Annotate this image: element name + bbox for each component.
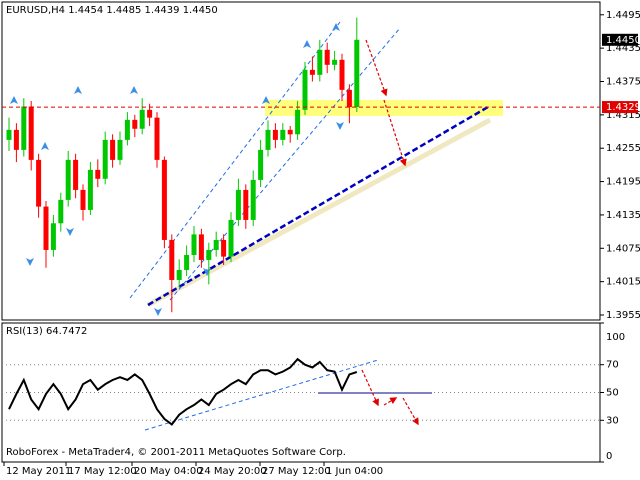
candle-body (36, 159, 42, 207)
trend-line (147, 105, 489, 307)
candle-body (124, 119, 130, 140)
candle-body (176, 269, 182, 280)
candle-body (102, 139, 108, 179)
candle-body (339, 59, 345, 90)
candle-body (332, 59, 338, 65)
candle-body (272, 129, 278, 140)
y-tick-label: 1.4195 (606, 177, 640, 188)
candle-body (295, 109, 301, 135)
chart-title: EURUSD,H4 1.4454 1.4485 1.4439 1.4450 (6, 5, 218, 16)
price-panel (1, 1, 601, 321)
y-tick-label: 1.4255 (606, 143, 640, 154)
candle-body (309, 69, 315, 75)
candle-body (169, 239, 175, 280)
x-tick-label: 17 May 12:00 (68, 466, 137, 477)
trend-shadow (146, 117, 492, 308)
candle-body (287, 129, 293, 135)
price-label: 1.4450 (606, 35, 640, 46)
candle-body (87, 169, 93, 210)
y-tick-label: 1.4075 (606, 243, 640, 254)
price-box (602, 33, 638, 46)
x-tick-label: 27 May 12:00 (262, 466, 331, 477)
support-zone (265, 100, 503, 116)
forecast-arrow (383, 397, 398, 406)
footer: RoboForex - MetaTrader4, © 2001-2011 Met… (6, 447, 346, 458)
candle-body (213, 239, 219, 250)
y-tick-label: 1.4375 (606, 77, 640, 88)
candle-body (43, 206, 49, 250)
candle-body (21, 106, 27, 150)
candle-body (317, 49, 323, 75)
forecast-arrow (361, 369, 379, 407)
fractal-markers (10, 23, 344, 316)
candle-body (198, 234, 204, 260)
candle-body (258, 149, 264, 180)
rsi-title: RSI(13) 64.7472 (6, 326, 87, 337)
rsi-trend-line (144, 359, 379, 431)
y-tick-label: 1.4015 (606, 277, 640, 288)
y-tick-label: 1.4435 (606, 43, 640, 54)
candle-body (302, 69, 308, 110)
candle-body (250, 179, 256, 220)
candle-body (265, 129, 271, 150)
candle-body (346, 89, 352, 108)
candle-body (324, 49, 330, 65)
y-tick-label: 1.4135 (606, 210, 640, 221)
level-label: 1.4329 (606, 102, 640, 113)
y-tick-label: 30 (606, 415, 619, 426)
candle-body (235, 189, 241, 220)
x-tick-label: 24 May 20:00 (198, 466, 267, 477)
candle-body (6, 129, 12, 140)
candle-body (132, 119, 138, 129)
y-tick-label: 1.4315 (606, 110, 640, 121)
candle-body (117, 139, 123, 160)
y-tick-label: 100 (606, 332, 625, 343)
y-tick-label: 70 (606, 360, 619, 371)
candle-body (354, 39, 360, 108)
candle-body (58, 199, 64, 224)
candle-body (191, 234, 197, 255)
candle-body (221, 239, 227, 257)
candle-body (228, 219, 234, 257)
forecast-arrow (383, 99, 407, 167)
x-tick-label: 1 Jun 04:00 (326, 466, 383, 477)
candle-body (139, 109, 145, 129)
y-tick-label: 0 (606, 451, 612, 462)
candle-body (13, 129, 19, 150)
candle-body (280, 129, 286, 140)
candle-body (184, 254, 190, 270)
x-tick-label: 12 May 2011 (6, 466, 71, 477)
candle-body (154, 117, 160, 160)
candle-body (28, 106, 34, 160)
candle-body (80, 189, 86, 210)
y-tick-label: 1.4495 (606, 10, 640, 21)
candle-body (206, 249, 212, 260)
candle-body (65, 159, 71, 200)
forecast-arrow (402, 397, 419, 426)
y-tick-label: 50 (606, 388, 619, 399)
y-tick-label: 1.3955 (606, 310, 640, 321)
candle-body (73, 159, 79, 190)
level-box (602, 101, 638, 114)
candle-body (50, 223, 56, 250)
x-tick-label: 20 May 04:00 (134, 466, 203, 477)
candle-body (147, 109, 153, 118)
rsi-line (8, 357, 358, 426)
candle-body (110, 139, 116, 160)
candle-body (243, 189, 249, 220)
candle-body (95, 169, 101, 179)
candle-body (161, 159, 167, 240)
